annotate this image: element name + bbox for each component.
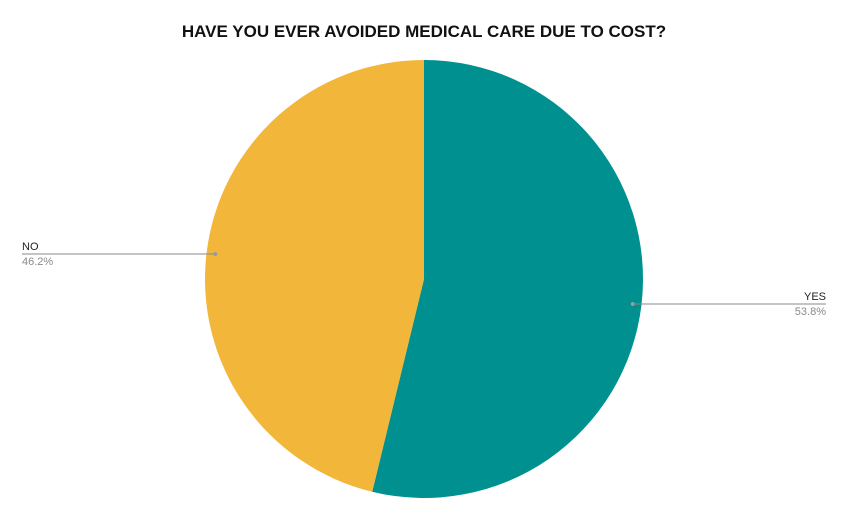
leader-dot-yes (630, 302, 635, 307)
pie-slices (205, 60, 644, 498)
slice-label-yes: YES (804, 291, 826, 303)
slice-value-yes: 53.8% (795, 306, 826, 318)
chart-title: HAVE YOU EVER AVOIDED MEDICAL CARE DUE T… (182, 22, 666, 41)
slice-labels: YES 53.8% NO 46.2% (22, 241, 826, 318)
leader-dot-no (213, 251, 218, 256)
pie-slice-no (205, 60, 424, 492)
pie-slice-yes (372, 60, 644, 498)
slice-label-no: NO (22, 241, 39, 253)
slice-value-no: 46.2% (22, 256, 53, 268)
